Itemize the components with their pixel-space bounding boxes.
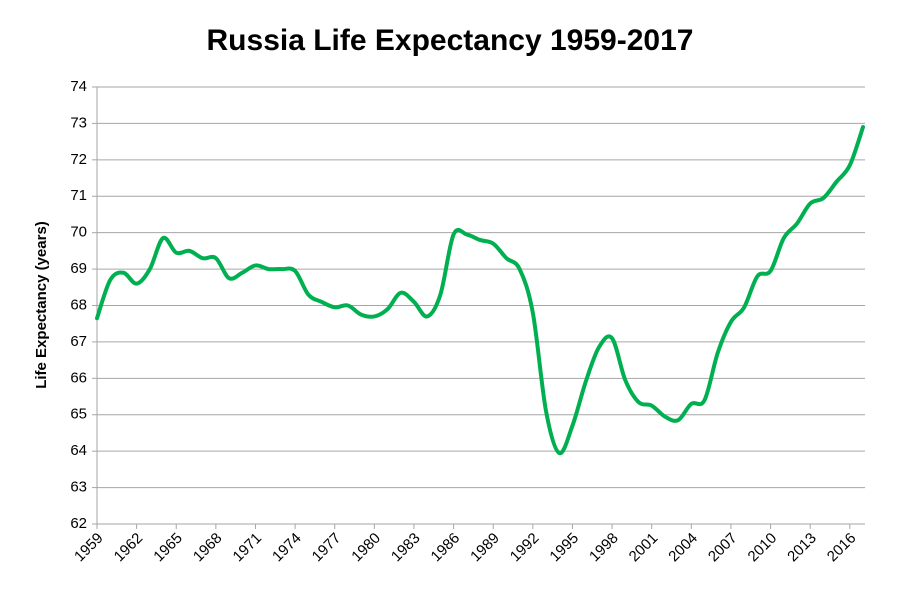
y-tick-label: 65 [70,406,87,423]
y-tick-label: 69 [70,260,87,277]
chart-title: Russia Life Expectancy 1959-2017 [207,24,694,57]
x-tick-label: 2016 [824,530,860,566]
y-tick-label: 66 [70,369,87,386]
x-tick-label: 1992 [507,530,543,566]
x-tick-label: 1986 [428,530,464,566]
x-tick-label: 1962 [111,530,147,566]
x-tick-label: 1983 [388,530,424,566]
y-tick-label: 68 [70,296,87,313]
y-tick-label: 70 [70,224,87,241]
y-tick-label: 67 [70,333,87,350]
x-tick-label: 2013 [784,530,820,566]
y-tick-label: 73 [70,114,87,131]
x-tick-label: 1971 [229,530,265,566]
x-tick-label: 1995 [546,530,582,566]
x-tick-label: 2001 [626,530,662,566]
y-tick-label: 64 [70,442,87,459]
x-tick-label: 1974 [269,530,305,566]
y-tick-label: 63 [70,479,87,496]
x-tick-label: 1968 [190,530,226,566]
x-tick-label: 1959 [71,530,107,566]
y-tick-label: 74 [70,78,87,95]
x-tick-label: 1998 [586,530,622,566]
y-tick-label: 62 [70,515,87,532]
y-axis-label: Life Expectancy (years) [33,221,50,389]
x-tick-label: 2004 [665,530,701,566]
x-tick-label: 1989 [467,530,503,566]
x-tick-label: 1980 [348,530,384,566]
line [95,125,865,455]
y-tick-label: 71 [70,187,87,204]
x-tick-label: 2010 [745,530,781,566]
y-tick-label: 72 [70,151,87,168]
x-tick-label: 1977 [309,530,345,566]
x-tick-label: 1965 [150,530,186,566]
x-tick-label: 2007 [705,530,741,566]
